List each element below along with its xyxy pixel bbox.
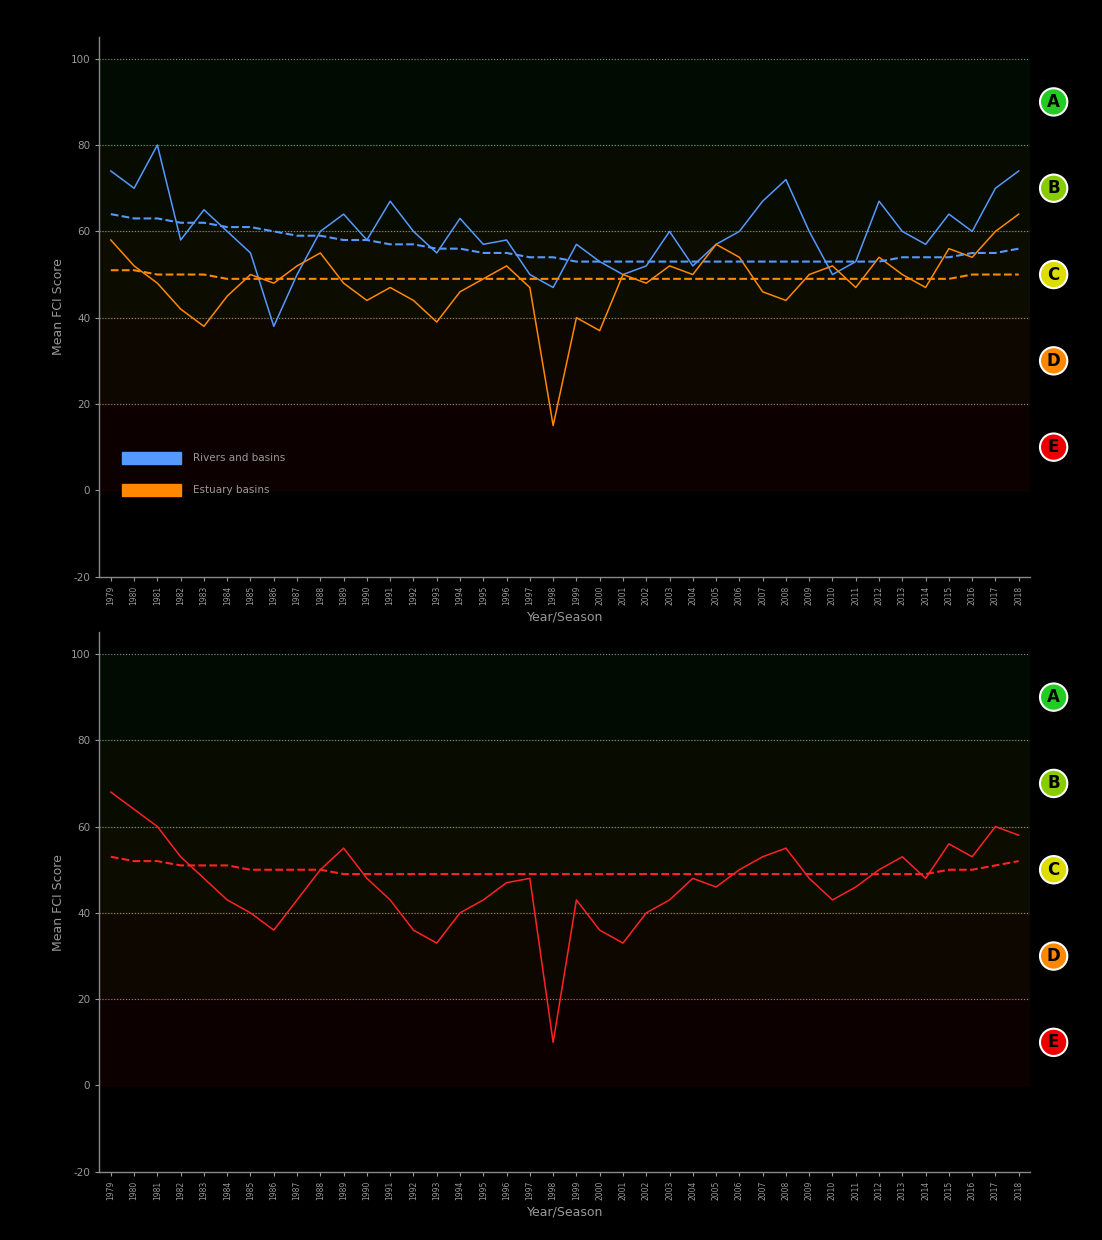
Bar bbox=[99, 653, 1030, 740]
Text: Estuary basins: Estuary basins bbox=[193, 485, 270, 495]
Text: D: D bbox=[1047, 352, 1060, 370]
Bar bbox=[99, 740, 1030, 827]
Text: C: C bbox=[1048, 861, 1060, 879]
X-axis label: Year/Season: Year/Season bbox=[527, 610, 603, 624]
Bar bbox=[99, 317, 1030, 404]
Text: D: D bbox=[1047, 947, 1060, 965]
X-axis label: Year/Season: Year/Season bbox=[527, 1205, 603, 1219]
Bar bbox=[99, 827, 1030, 913]
Text: E: E bbox=[1048, 438, 1059, 456]
Bar bbox=[122, 485, 182, 496]
Text: Rivers and basins: Rivers and basins bbox=[193, 453, 285, 463]
Bar bbox=[99, 404, 1030, 490]
Bar bbox=[99, 232, 1030, 317]
Text: A: A bbox=[1047, 93, 1060, 110]
Text: A: A bbox=[1047, 688, 1060, 706]
Text: E: E bbox=[1048, 1033, 1059, 1052]
Bar bbox=[122, 453, 182, 464]
Bar bbox=[99, 58, 1030, 145]
Bar bbox=[99, 145, 1030, 232]
Y-axis label: Mean FCI Score: Mean FCI Score bbox=[52, 853, 65, 951]
Bar bbox=[99, 913, 1030, 999]
Text: B: B bbox=[1047, 180, 1060, 197]
Bar bbox=[99, 999, 1030, 1085]
Y-axis label: Mean FCI Score: Mean FCI Score bbox=[52, 258, 65, 356]
Text: B: B bbox=[1047, 775, 1060, 792]
Text: C: C bbox=[1048, 265, 1060, 284]
